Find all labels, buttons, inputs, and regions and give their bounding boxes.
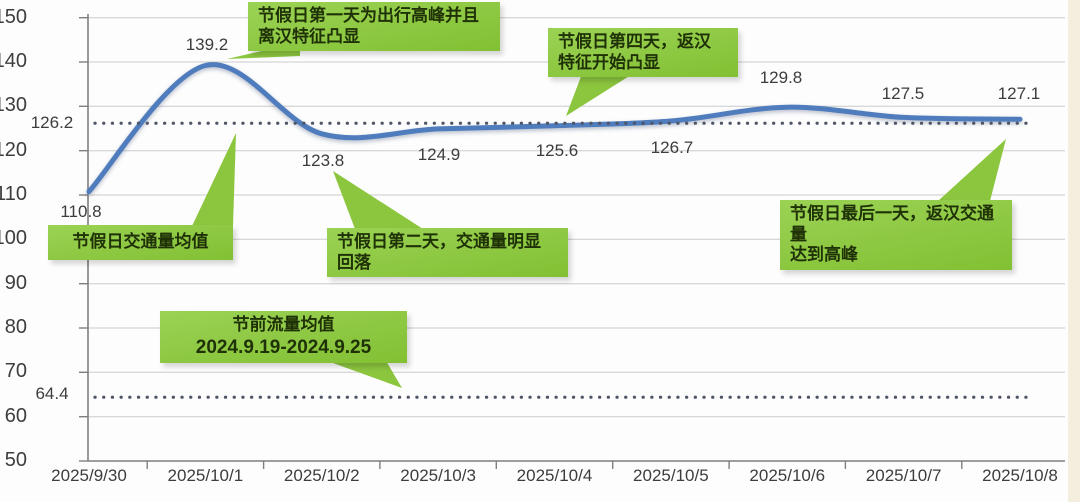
callout-first-day: 节假日第一天为出行高峰并且 离汉特征凸显 bbox=[248, 2, 500, 52]
callout-last-day: 节假日最后一天，返汉交通量 达到高峰 bbox=[780, 200, 1012, 271]
callout-text: 节假日第二天，交通量明显 bbox=[337, 232, 541, 251]
callout-second-day: 节假日第二天，交通量明显 回落 bbox=[327, 228, 568, 278]
callout-text: 达到高峰 bbox=[790, 245, 858, 265]
callout-text: 2024.9.19-2024.9.25 bbox=[195, 336, 372, 358]
callout-text: 离汉特征凸显 bbox=[258, 26, 360, 46]
callout-tail bbox=[333, 171, 423, 229]
callout-fourth-day: 节假日第四天，返汉 特征开始凸显 bbox=[548, 28, 738, 78]
traffic-volume-curve bbox=[86, 62, 1023, 194]
callout-tail bbox=[192, 133, 236, 226]
callout-pre-holiday-average: 节前流量均值 2024.9.19-2024.9.25 bbox=[160, 311, 407, 363]
page-edge-strip bbox=[1068, 0, 1080, 502]
callout-text: 节前流量均值 bbox=[232, 315, 335, 334]
callout-text: 节假日交通量均值 bbox=[72, 232, 209, 251]
callout-text: 节假日第一天为出行高峰并且 bbox=[258, 6, 479, 25]
callout-text: 特征开始凸显 bbox=[558, 52, 660, 72]
callout-holiday-average: 节假日交通量均值 bbox=[48, 225, 233, 260]
callout-text: 回落 bbox=[337, 252, 371, 272]
callout-tail bbox=[938, 139, 1006, 201]
callout-text: 节假日最后一天，返汉交通量 bbox=[790, 204, 994, 244]
callout-tail bbox=[566, 66, 645, 116]
callout-text: 节假日第四天，返汉 bbox=[558, 32, 711, 51]
